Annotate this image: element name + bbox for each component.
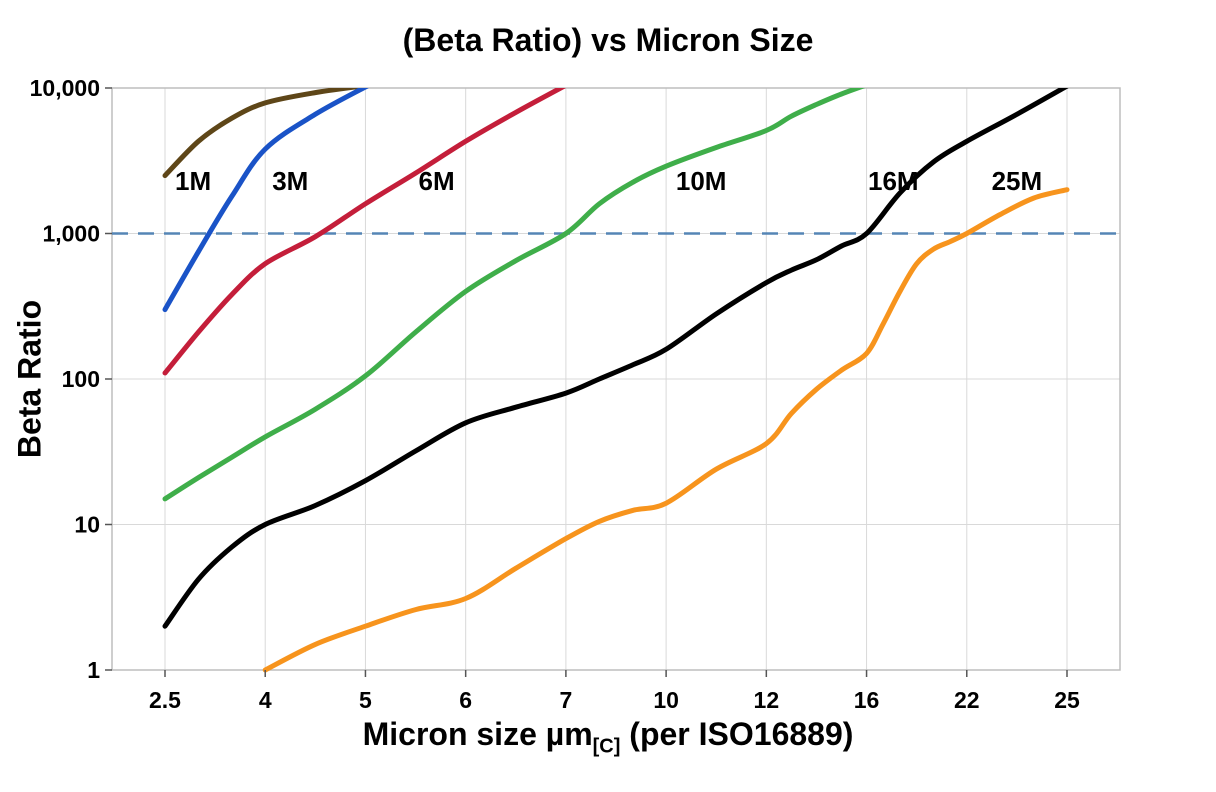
x-axis-label-main: Micron size µm — [362, 716, 593, 752]
x-tick-label: 2.5 — [149, 687, 181, 713]
y-tick-label: 1 — [87, 657, 100, 683]
x-tick-label: 22 — [954, 687, 980, 713]
series-line-10M — [162, 88, 866, 502]
x-tick-label: 6 — [459, 687, 472, 713]
series-line-16M — [162, 88, 1069, 629]
x-tick-label: 16 — [854, 687, 880, 713]
x-axis-label: Micron size µm[C] (per ISO16889) — [0, 716, 1216, 758]
series-line-1M — [162, 88, 367, 179]
series-label-1M: 1M — [175, 166, 211, 196]
x-tick-label: 25 — [1054, 687, 1080, 713]
series-group — [162, 88, 1070, 673]
y-tick-label: 10 — [74, 512, 100, 538]
chart-title: (Beta Ratio) vs Micron Size — [402, 22, 814, 58]
series-label-25M: 25M — [992, 166, 1043, 196]
x-tick-label: 4 — [259, 687, 272, 713]
series-label-16M: 16M — [868, 166, 919, 196]
series-line-3M — [162, 88, 369, 313]
y-tick-label: 100 — [62, 366, 100, 392]
x-tick-label: 10 — [653, 687, 679, 713]
series-line-25M — [262, 187, 1070, 673]
series-label-6M: 6M — [419, 166, 455, 196]
x-tick-label: 12 — [754, 687, 780, 713]
x-tick-label: 7 — [559, 687, 572, 713]
series-line-6M — [162, 88, 567, 376]
x-axis-label-subscript: [C] — [592, 735, 621, 758]
x-tick-label: 5 — [359, 687, 372, 713]
y-tick-label: 1,000 — [42, 221, 100, 247]
series-label-3M: 3M — [272, 166, 308, 196]
x-axis-label-unit: (per ISO16889) — [620, 716, 854, 752]
series-label-10M: 10M — [676, 166, 727, 196]
y-tick-label: 10,000 — [30, 75, 100, 101]
